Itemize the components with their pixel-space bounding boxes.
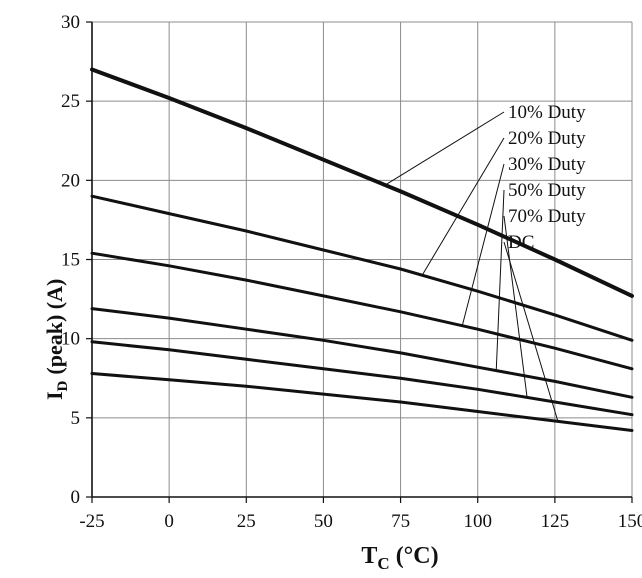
x-tick-labels: -25 0 25 50 75 100 125 150 xyxy=(79,511,642,532)
x-tick-label: 0 xyxy=(164,511,174,532)
x-axis-title: TC (°C) xyxy=(361,543,438,573)
x-axis-title-main: T xyxy=(361,543,377,569)
y-tick-label: 10 xyxy=(61,329,80,350)
y-tick-label: 0 xyxy=(71,487,81,508)
y-axis-title-unit: (peak) (A) xyxy=(42,279,67,375)
series-line-1 xyxy=(90,67,634,298)
x-axis-title-sub: C xyxy=(377,554,389,573)
callout-pointer xyxy=(461,163,505,326)
series-line-2 xyxy=(90,194,634,342)
x-axis-title-unit: (°C) xyxy=(396,543,439,569)
series-line-6 xyxy=(90,372,634,432)
x-tick-label: 50 xyxy=(314,511,333,532)
axes xyxy=(86,21,633,503)
callout-label: 70% Duty xyxy=(508,206,586,227)
callout-label: 30% Duty xyxy=(508,154,586,175)
callout-pointer xyxy=(384,111,505,186)
x-tick-label: 25 xyxy=(237,511,256,532)
callout-label: DC xyxy=(508,232,534,253)
series-lines xyxy=(90,67,634,432)
series-line-4 xyxy=(90,307,634,399)
y-tick-label: 25 xyxy=(61,91,80,112)
y-tick-labels: 0 5 10 15 20 25 30 xyxy=(61,12,80,508)
callout-pointer xyxy=(503,215,528,398)
x-tick-label: 150 xyxy=(618,511,642,532)
callout-pointer xyxy=(495,189,505,371)
x-tick-label: -25 xyxy=(79,511,104,532)
x-tick-label: 125 xyxy=(541,511,570,532)
y-tick-label: 20 xyxy=(61,170,80,191)
callout-label: 10% Duty xyxy=(508,102,586,123)
callout-label: 20% Duty xyxy=(508,128,586,149)
callout-label: 50% Duty xyxy=(508,180,586,201)
y-tick-label: 30 xyxy=(61,12,80,33)
y-tick-label: 15 xyxy=(61,250,80,271)
y-axis-title-sub: D xyxy=(55,380,71,391)
series-line-3 xyxy=(90,251,634,371)
y-axis-title-main: I xyxy=(42,391,67,400)
y-axis-title: ID (peak) (A) xyxy=(42,279,71,400)
x-tick-label: 75 xyxy=(391,511,410,532)
legend-callouts: 10% Duty 20% Duty 30% Duty 50% Duty 70% Duty… xyxy=(384,102,586,422)
series-line-5 xyxy=(90,340,634,417)
x-tick-label: 100 xyxy=(463,511,492,532)
callout-pointer xyxy=(421,137,505,276)
y-tick-label: 5 xyxy=(71,408,81,429)
callout-pointer xyxy=(503,241,559,422)
